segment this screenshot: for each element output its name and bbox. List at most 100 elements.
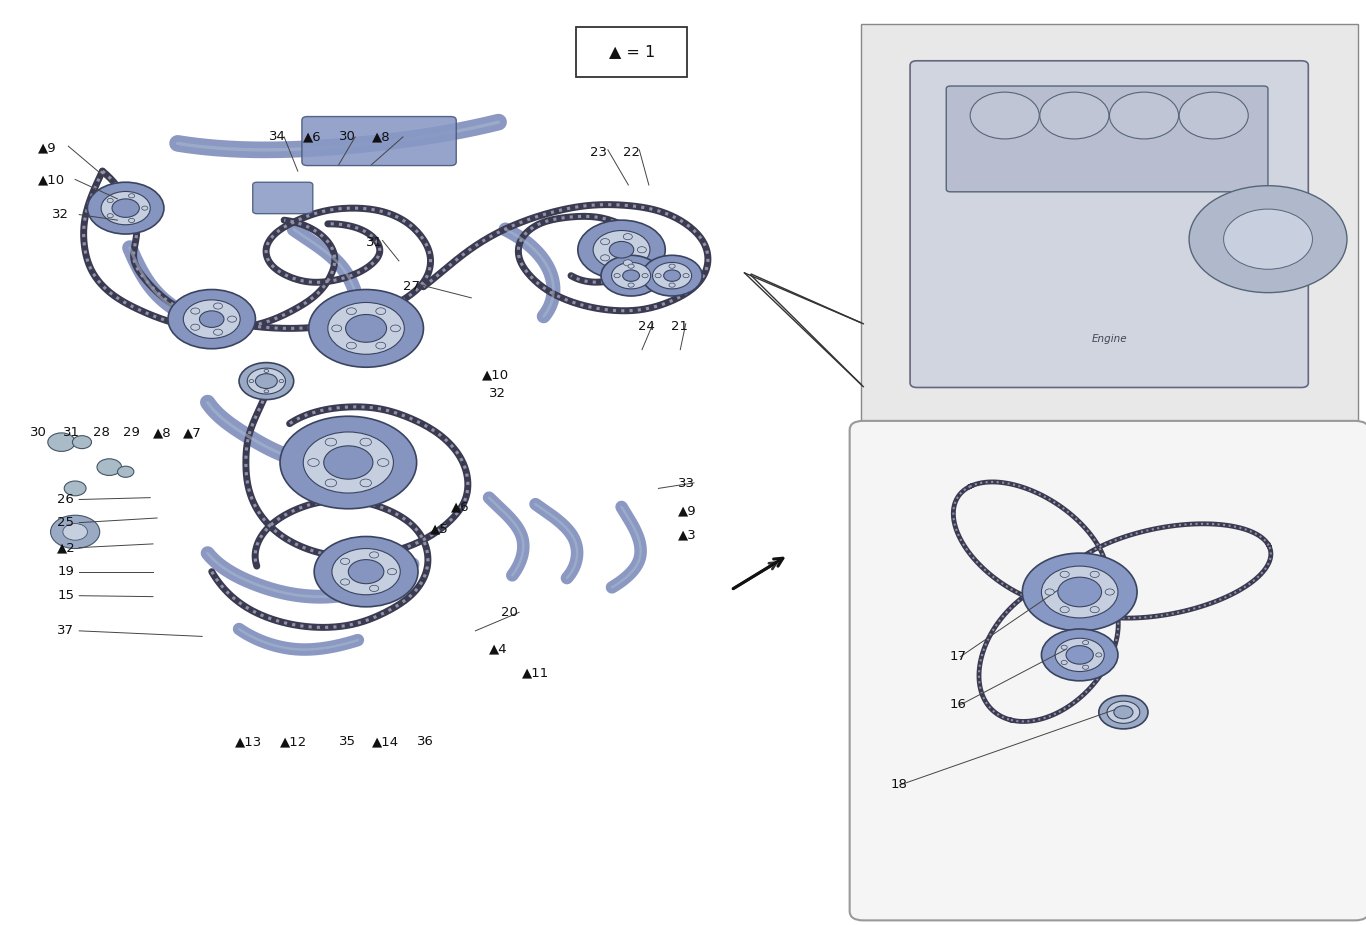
Circle shape [307, 459, 320, 466]
Circle shape [1060, 607, 1070, 612]
Circle shape [377, 459, 389, 466]
Circle shape [361, 479, 372, 487]
Circle shape [1041, 629, 1117, 681]
Text: 30: 30 [30, 426, 46, 439]
Circle shape [388, 569, 396, 574]
Circle shape [664, 270, 680, 281]
Circle shape [128, 218, 135, 223]
Circle shape [1045, 589, 1055, 595]
Text: 25: 25 [57, 516, 74, 529]
FancyBboxPatch shape [947, 86, 1268, 191]
Circle shape [370, 552, 378, 558]
Circle shape [370, 586, 378, 591]
Text: ▲10: ▲10 [482, 368, 510, 381]
Circle shape [601, 255, 661, 296]
Circle shape [1041, 566, 1117, 618]
Text: ▲8: ▲8 [372, 130, 391, 143]
Text: 32: 32 [52, 208, 68, 221]
Circle shape [51, 515, 100, 549]
Text: ▲7: ▲7 [183, 426, 202, 439]
Circle shape [328, 302, 404, 354]
Circle shape [1224, 209, 1313, 269]
Circle shape [1188, 186, 1347, 292]
Text: ▲3: ▲3 [678, 528, 697, 541]
Text: 30: 30 [339, 130, 355, 143]
Circle shape [142, 206, 148, 210]
Text: ▲2: ▲2 [57, 541, 76, 554]
FancyBboxPatch shape [910, 61, 1309, 388]
Circle shape [1061, 660, 1067, 664]
Text: 33: 33 [678, 477, 694, 490]
Circle shape [264, 389, 269, 393]
Text: 27: 27 [403, 280, 419, 293]
Circle shape [249, 379, 254, 383]
Circle shape [1022, 553, 1137, 631]
Text: 34: 34 [269, 130, 285, 143]
FancyBboxPatch shape [576, 27, 687, 77]
Text: 19: 19 [57, 565, 74, 578]
Circle shape [1179, 92, 1249, 139]
Circle shape [191, 308, 199, 315]
Text: 23: 23 [590, 146, 607, 159]
Circle shape [593, 230, 650, 269]
Circle shape [87, 182, 164, 234]
Circle shape [213, 329, 223, 335]
Text: ▲9: ▲9 [38, 142, 57, 154]
Circle shape [601, 254, 609, 261]
Circle shape [64, 481, 86, 496]
Circle shape [623, 260, 632, 265]
Circle shape [72, 436, 92, 449]
Circle shape [623, 234, 632, 240]
Text: 29: 29 [123, 426, 139, 439]
Text: 31: 31 [366, 236, 382, 249]
Circle shape [324, 446, 373, 479]
Text: 16: 16 [949, 698, 966, 711]
Circle shape [228, 316, 236, 322]
Circle shape [348, 560, 384, 584]
Circle shape [376, 342, 385, 349]
Circle shape [191, 324, 199, 330]
Circle shape [642, 274, 649, 278]
Circle shape [642, 255, 702, 296]
Circle shape [1113, 706, 1132, 719]
Circle shape [347, 308, 357, 315]
Text: ▲9: ▲9 [678, 504, 697, 517]
Circle shape [332, 549, 400, 595]
FancyBboxPatch shape [302, 117, 456, 166]
Text: 32: 32 [489, 387, 505, 400]
Circle shape [1057, 577, 1101, 607]
Text: 22: 22 [623, 146, 639, 159]
Circle shape [303, 432, 393, 493]
Circle shape [669, 264, 675, 268]
Circle shape [279, 379, 284, 383]
FancyBboxPatch shape [253, 182, 313, 214]
Circle shape [1090, 607, 1100, 612]
Circle shape [1061, 646, 1067, 649]
Circle shape [112, 199, 139, 217]
Text: ▲10: ▲10 [38, 174, 66, 187]
Circle shape [117, 466, 134, 477]
Text: ▲5: ▲5 [430, 523, 449, 536]
Circle shape [653, 263, 691, 289]
Text: 17: 17 [949, 650, 966, 663]
Circle shape [612, 263, 650, 289]
Circle shape [1098, 696, 1147, 729]
Text: 20: 20 [501, 606, 518, 619]
Text: ▲6: ▲6 [303, 130, 322, 143]
Circle shape [340, 558, 350, 564]
Circle shape [1106, 701, 1139, 723]
Text: 35: 35 [339, 735, 355, 748]
Circle shape [280, 416, 417, 509]
Circle shape [347, 342, 357, 349]
Circle shape [628, 283, 634, 288]
Circle shape [264, 369, 269, 373]
Circle shape [213, 303, 223, 309]
Text: ▲8: ▲8 [153, 426, 172, 439]
Circle shape [255, 374, 277, 388]
Circle shape [199, 311, 224, 327]
Text: 21: 21 [671, 320, 687, 333]
Circle shape [1040, 92, 1109, 139]
Circle shape [1109, 92, 1179, 139]
Circle shape [669, 283, 675, 288]
Circle shape [346, 314, 387, 342]
